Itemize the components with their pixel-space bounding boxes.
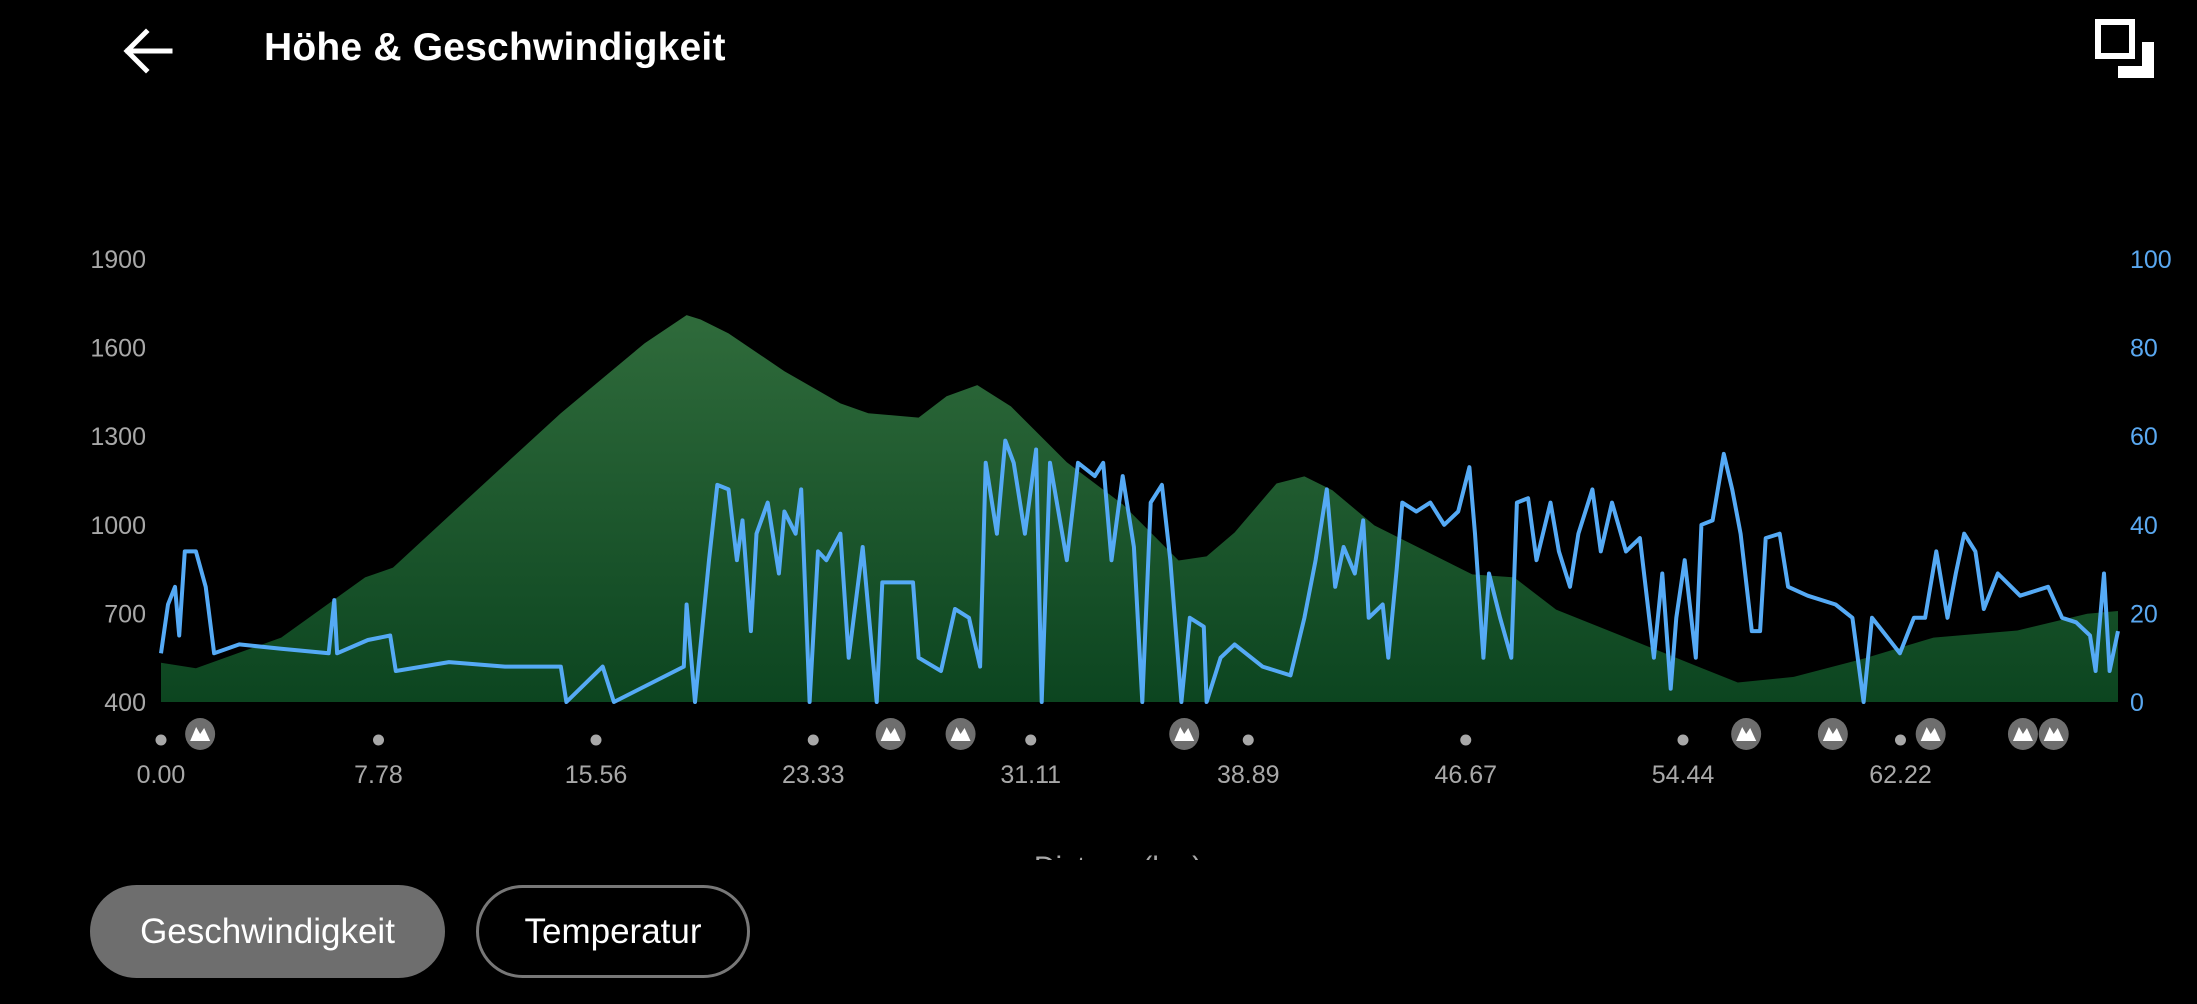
elevation-area	[161, 315, 2118, 702]
fullscreen-button[interactable]	[2094, 18, 2158, 82]
left-axis-tick-label: 1900	[90, 246, 146, 274]
x-axis-tick-label: 38.89	[1217, 761, 1280, 789]
right-axis-tick-label: 100	[2130, 246, 2172, 274]
x-tick-dot	[807, 734, 819, 746]
peak-marker-icon	[1169, 718, 1200, 750]
right-axis-tick-label: 0	[2130, 689, 2144, 717]
peak-marker-icon	[945, 718, 976, 750]
x-tick-dot	[155, 734, 167, 746]
right-axis-tick-label: 40	[2130, 512, 2158, 540]
right-axis-tick-label: 20	[2130, 600, 2158, 628]
peak-marker-icon	[2007, 718, 2038, 750]
x-axis-tick-label: 23.33	[782, 761, 845, 789]
left-axis-tick-label: 1600	[90, 335, 146, 363]
x-tick-dot	[1242, 734, 1254, 746]
x-tick-dot	[1677, 734, 1689, 746]
x-axis-tick-label: 0.00	[137, 761, 186, 789]
left-axis-tick-label: 400	[104, 689, 146, 717]
x-tick-dot	[1025, 734, 1037, 746]
back-button[interactable]	[122, 26, 174, 76]
x-tick-dot	[590, 734, 602, 746]
fullscreen-icon	[2095, 19, 2154, 78]
peak-marker-icon	[875, 718, 906, 750]
elevation-speed-chart: 1900 1600 1300 1000 700 400 100 80 60 40 20 0 0.00 7…	[90, 246, 2172, 860]
peak-marker-icon	[1915, 718, 1946, 750]
left-axis-tick-label: 700	[104, 600, 146, 628]
x-axis-tick-label: 15.56	[565, 761, 628, 789]
left-axis-tick-label: 1000	[90, 512, 146, 540]
speed-toggle-button[interactable]: Geschwindigkeit	[90, 885, 445, 978]
speed-line	[159, 438, 2120, 704]
x-tick-dot	[1894, 734, 1906, 746]
temperature-toggle-button[interactable]: Temperatur	[476, 885, 750, 978]
x-axis-tick-label: 54.44	[1652, 761, 1715, 789]
x-axis-tick-label: 62.22	[1869, 761, 1932, 789]
x-tick-dot	[373, 734, 385, 746]
peak-marker-icon	[185, 718, 216, 750]
x-axis-tick-label: 31.11	[1000, 761, 1061, 789]
x-axis-label: Distanz (km)	[1034, 851, 1202, 860]
right-axis-tick-label: 60	[2130, 423, 2158, 451]
arrow-left-icon	[123, 28, 173, 74]
x-axis-tick-label: 7.78	[354, 761, 403, 789]
x-axis-tick-label: 46.67	[1434, 761, 1497, 789]
page-title: Höhe & Geschwindigkeit	[264, 26, 726, 69]
left-axis-tick-label: 1300	[90, 423, 146, 451]
peak-marker-icon	[1817, 718, 1848, 750]
x-tick-dot	[1460, 734, 1472, 746]
right-axis-tick-label: 80	[2130, 335, 2158, 363]
peak-marker-icon	[1731, 718, 1762, 750]
peak-marker-icon	[2038, 718, 2069, 750]
